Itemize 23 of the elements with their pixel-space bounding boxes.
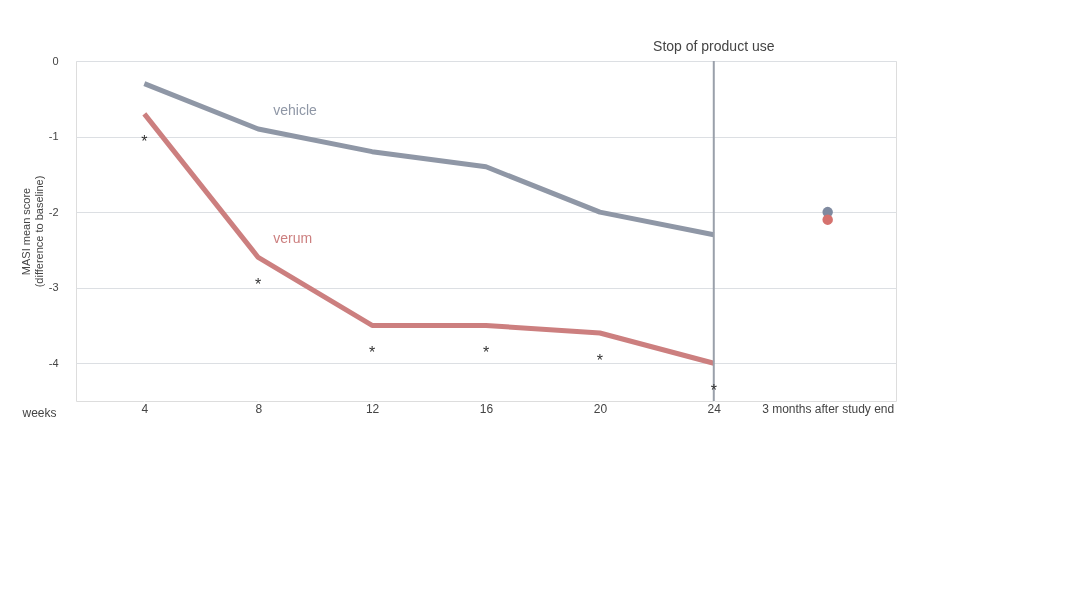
x-tick-label: 16 — [479, 401, 494, 416]
series-label: verum — [273, 230, 313, 247]
annotation: * — [255, 276, 262, 294]
annotation: * — [368, 344, 376, 362]
x-tick-label: 24 — [707, 401, 722, 416]
annotation: * — [596, 352, 604, 369]
y-tick-label: 0 — [52, 54, 59, 67]
annotation: * — [710, 382, 717, 400]
x-tick-label: 20 — [593, 401, 608, 416]
y-tick-label: -4 — [48, 356, 59, 369]
x-tick-label: 4 — [141, 401, 149, 416]
x-axis-title: weeks — [21, 405, 57, 420]
y-axis-title: MASI mean score (difference to baseline) — [19, 175, 45, 288]
x-tick-label: 12 — [365, 401, 380, 416]
y-tick-label: -3 — [48, 281, 59, 294]
x-tick-label: 8 — [255, 401, 263, 416]
annotation: * — [482, 344, 490, 362]
series-label: vehicle — [273, 102, 318, 118]
y-tick-label: -2 — [48, 205, 59, 218]
y-tick-label: -1 — [48, 130, 59, 143]
x-tick-label: 3 months after study end — [762, 401, 895, 416]
ref-line-label: Stop of product use — [653, 38, 775, 54]
annotation: * — [141, 132, 148, 150]
